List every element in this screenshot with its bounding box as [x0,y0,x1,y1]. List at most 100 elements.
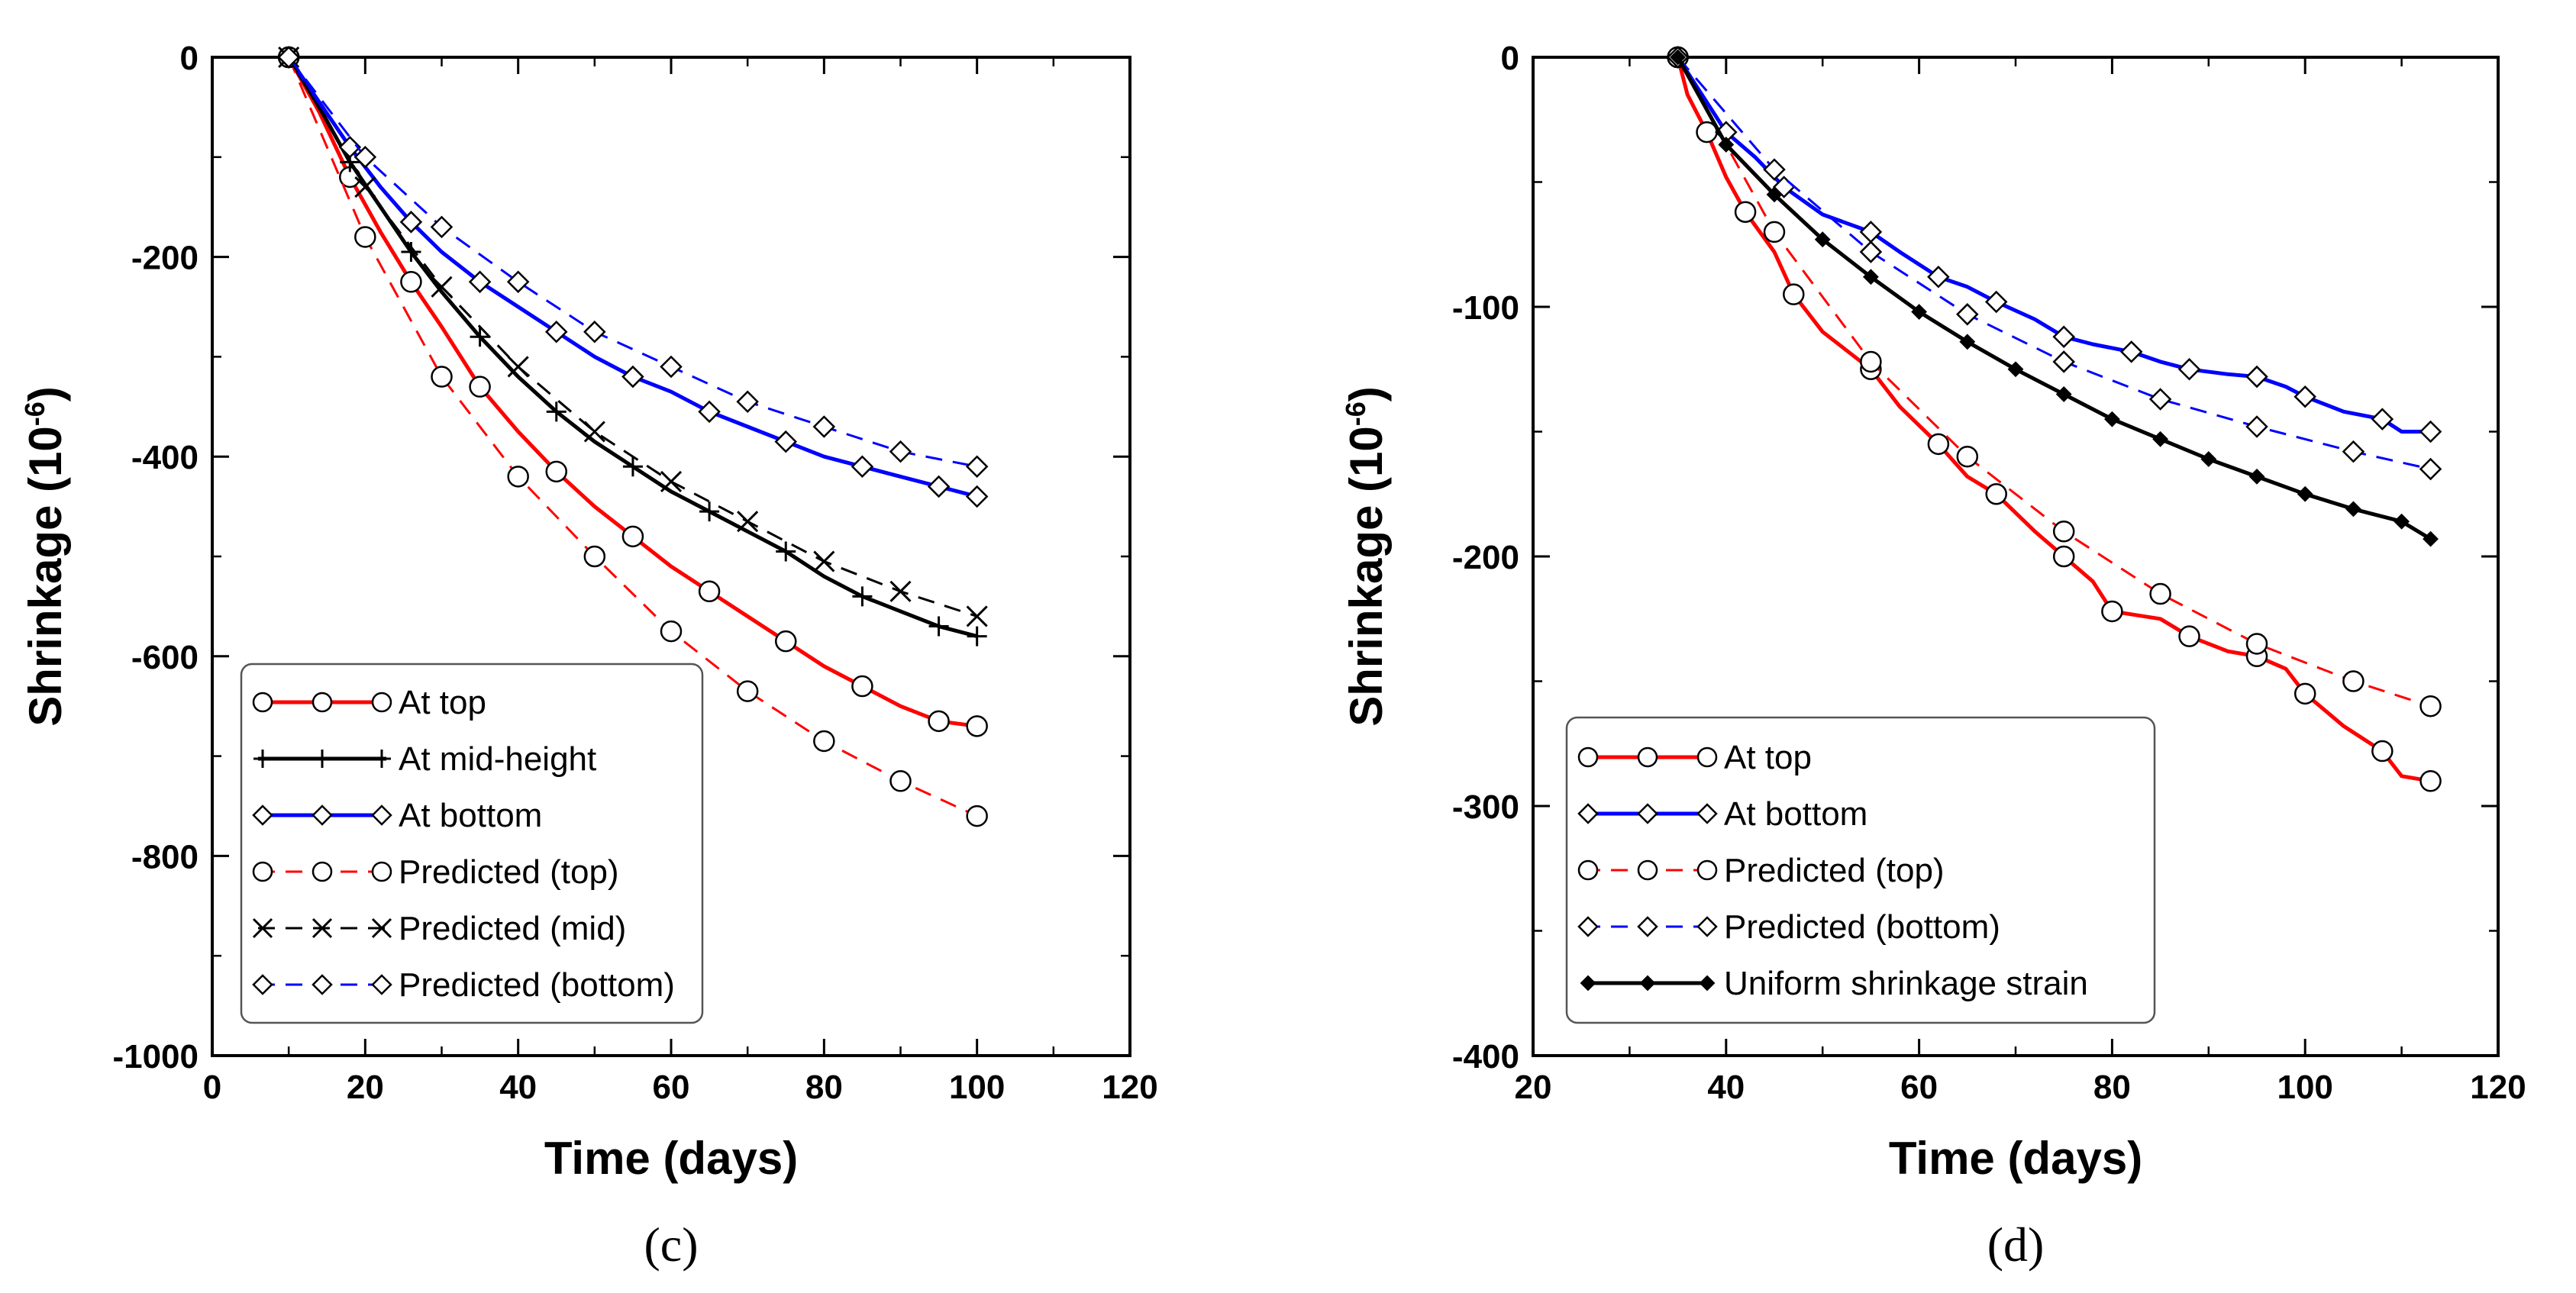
series-at-bottom [1666,46,2442,443]
data-point [2248,468,2265,485]
data-point [507,466,529,488]
chart-panel-c: 0 20 40 60 80 100 120 0 -200 -400 -600 -800 -1000 Ti… [19,40,1158,1272]
data-point [660,355,683,379]
y-tick-label: -800 [131,838,199,875]
x-tick-label: 60 [653,1069,690,1106]
data-point [2152,430,2169,447]
data-point [965,485,989,508]
data-point [699,501,720,522]
data-point [2119,340,2143,363]
data-point [1862,269,1879,285]
y-tick-label: -600 [131,639,199,676]
legend-marker [1699,975,1716,992]
series-line [1677,56,2431,708]
data-point [2200,451,2217,467]
legend-marker [1577,859,1599,881]
data-point [812,415,836,438]
data-point [1766,186,1783,203]
data-point [2103,411,2120,427]
series-predicted-bottom [1666,46,2442,481]
data-point [1985,483,2007,505]
data-point [2419,420,2442,443]
data-point [1718,137,1735,153]
y-tick-label: -400 [131,439,199,476]
y-tick-label: 0 [180,40,199,77]
legend-marker [371,692,392,713]
data-point [354,176,376,198]
legend-c: At top At mid-height At bottom Predicted (t… [240,663,704,1024]
data-point [583,545,606,568]
legend-marker [252,917,273,939]
data-point [2178,625,2200,647]
legend-entry: Predicted (bottom) [252,966,675,1004]
legend-d: At top At bottom Predicted (top) Predicted … [1565,716,2156,1024]
legend-entry: At bottom [1577,795,1867,833]
data-point [965,455,989,479]
data-point [776,541,796,562]
data-point [1911,304,1928,320]
data-point [851,455,874,479]
legend-marker [253,750,272,768]
x-tick-label: 80 [2093,1069,2131,1106]
legend-marker [252,804,273,826]
series-predicted-top [1667,46,2442,717]
data-point [1927,433,1950,456]
x-tick-label: 120 [1102,1069,1157,1106]
data-point [2342,670,2365,692]
data-point [1763,221,1786,243]
legend-marker [373,750,391,768]
data-point [621,525,644,548]
data-point [2294,682,2316,705]
y-tick-label: -400 [1452,1038,1519,1075]
data-point [1984,290,2008,314]
legend-box [240,663,704,1024]
legend-marker [1577,803,1599,824]
y-tick-label: 0 [1501,40,1519,77]
axes-ticks-d: 20 40 60 80 100 120 0 -100 -200 -300 -400 [1452,40,2526,1106]
data-point [2052,350,2075,373]
data-point [430,215,454,239]
legend-marker [312,804,333,826]
data-point [928,616,949,637]
legend-marker [1637,859,1658,881]
data-point [966,804,988,827]
data-point [889,770,912,792]
panel-label-d: (d) [1987,1217,2045,1272]
legend-box [1565,716,2156,1024]
series-predicted-bottom [277,46,989,479]
y-tick-label: -200 [131,240,199,277]
x-tick-label: 40 [1707,1069,1745,1106]
x-axis-title-c: Time (days) [544,1133,798,1184]
legend-marker [1637,803,1658,824]
data-point [1783,283,1805,305]
data-point [1734,201,1757,223]
y-tick-label: -100 [1452,289,1519,327]
data-point [736,680,759,702]
y-axis-title-main-d: Shrinkage (10 [1341,426,1392,727]
data-point [1670,49,1687,66]
legend-marker [252,861,273,882]
data-point [1814,231,1831,248]
data-point [1956,303,1979,326]
series-layer-d [1666,46,2442,792]
data-point [737,511,759,533]
data-point [851,675,873,698]
series-at-top [277,46,988,737]
legend-label: At top [1724,739,1812,776]
data-point [889,580,912,602]
data-point [2245,365,2268,389]
data-point [470,327,490,347]
data-point [967,626,987,646]
legend-label: Predicted (top) [1724,852,1945,889]
y-tick-label: -1000 [112,1038,199,1075]
data-point [2148,388,2172,411]
legend-marker [1696,859,1718,881]
data-point [2371,740,2394,763]
series-line [287,56,978,728]
data-point [2149,582,2171,605]
x-axis-title-d: Time (days) [1889,1133,2142,1184]
series-line [287,56,978,617]
series-line [287,56,978,498]
legend-label: At mid-height [399,740,596,778]
data-point [774,430,798,453]
